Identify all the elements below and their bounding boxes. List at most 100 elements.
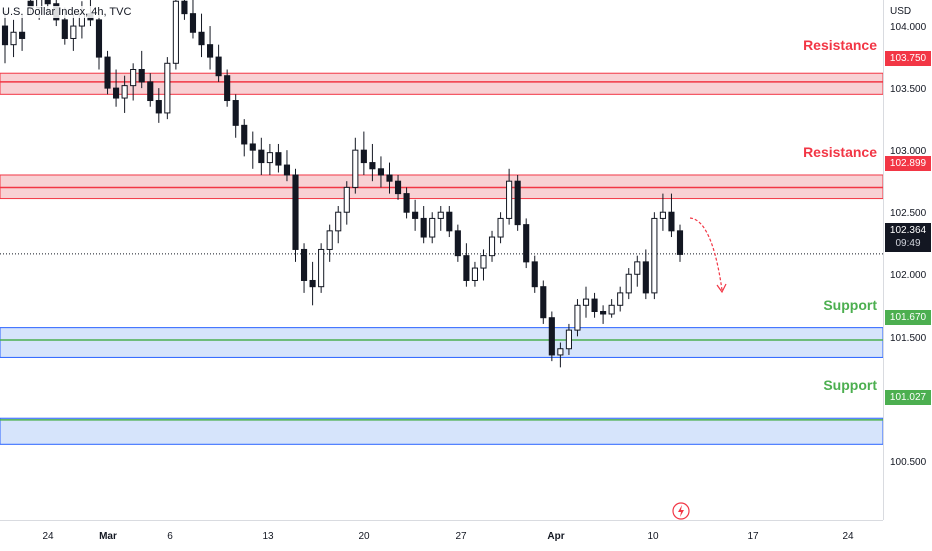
candle-body: [249, 143, 256, 151]
candle-body: [608, 304, 615, 315]
current-price-tag: 102.364 09:49: [885, 223, 931, 252]
candle-body: [172, 0, 179, 64]
price-tick: 102.500: [890, 208, 927, 219]
candle-body: [600, 311, 607, 315]
candle-body: [70, 25, 77, 39]
current-price-value: 102.364: [889, 225, 927, 236]
candle-body: [548, 317, 555, 356]
candle-body: [309, 279, 316, 288]
candle-body: [557, 348, 564, 356]
candle-body: [360, 149, 367, 164]
candle-body: [488, 236, 496, 257]
candle-body: [565, 329, 572, 350]
candle-body: [497, 217, 504, 238]
candle-body: [377, 168, 385, 176]
candle-body: [189, 13, 197, 33]
candle-body: [591, 298, 598, 313]
candle-body: [215, 56, 222, 77]
candle-body: [10, 31, 17, 46]
candle-body: [446, 211, 453, 232]
candle-body: [335, 211, 342, 232]
support-price-tag-lower: 101.027: [885, 390, 931, 405]
candle-body: [266, 152, 273, 164]
candle-body: [1, 25, 9, 46]
time-tick: Mar: [99, 531, 117, 542]
projection-arrowhead: [716, 283, 727, 294]
candle-body: [386, 174, 393, 182]
candle-body: [275, 152, 282, 166]
resistance-zone: [0, 72, 883, 95]
candle-body: [412, 211, 419, 219]
candle-body: [394, 180, 402, 195]
price-tick: 103.000: [890, 146, 927, 157]
candle-body: [437, 211, 444, 219]
time-tick: 27: [455, 531, 467, 542]
price-tick: 100.500: [890, 457, 927, 468]
candle-body: [531, 261, 538, 288]
candlestick-chart[interactable]: [0, 0, 883, 520]
time-tick: 24: [842, 531, 854, 542]
price-axis[interactable]: USD 104.000 103.500 103.000 102.500 102.…: [883, 0, 932, 520]
candle-body: [258, 149, 265, 164]
candle-body: [369, 162, 376, 170]
candle-body: [668, 211, 675, 232]
candle-body: [420, 217, 427, 238]
candle-body: [514, 180, 521, 226]
candle-body: [198, 31, 205, 46]
time-tick: Apr: [547, 531, 565, 542]
candle-body: [480, 255, 487, 269]
candle-body: [625, 273, 632, 294]
candle-body: [463, 255, 470, 281]
symbol-title[interactable]: U.S. Dollar Index, 4h, TVC: [0, 6, 134, 18]
candle-body: [676, 230, 684, 255]
candle-body: [292, 174, 299, 250]
candle-body: [454, 230, 461, 257]
price-tick: 102.000: [890, 270, 927, 281]
candle-body: [232, 100, 239, 126]
candle-body: [659, 211, 666, 219]
candle-body: [138, 68, 145, 83]
chart-area[interactable]: U.S. Dollar Index, 4h, TVC Resistance Re…: [0, 0, 883, 520]
candle-body: [164, 62, 171, 114]
candle-body: [241, 124, 248, 145]
resistance-price-tag-upper: 103.750: [885, 51, 931, 66]
candle-body: [95, 19, 103, 58]
candle-body: [181, 0, 188, 15]
candle-body: [147, 81, 154, 102]
candle-body: [113, 87, 120, 99]
price-tick: 101.500: [890, 333, 927, 344]
candle-body: [523, 224, 530, 263]
candle-body: [121, 85, 128, 99]
support-label-upper: Support: [823, 297, 877, 313]
resistance-price-tag-lower: 102.899: [885, 156, 931, 171]
price-tick: 104.000: [890, 22, 927, 33]
candle-body: [326, 230, 333, 250]
candle-body: [155, 100, 162, 114]
candle-body: [403, 193, 410, 213]
candle-body: [207, 44, 214, 58]
candle-body: [352, 149, 359, 188]
time-axis[interactable]: 24 Mar 6 13 20 27 Apr 10 17 24: [0, 520, 883, 551]
candle-body: [61, 19, 68, 39]
replay-lightning-icon[interactable]: [672, 502, 690, 520]
candle-body: [224, 75, 231, 102]
support-zone: [0, 327, 883, 358]
time-tick: 6: [167, 531, 173, 542]
resistance-label-lower: Resistance: [803, 144, 877, 160]
resistance-label-upper: Resistance: [803, 37, 877, 53]
candle-body: [582, 298, 590, 306]
candle-body: [471, 267, 478, 281]
candle-body: [617, 292, 624, 306]
bar-countdown: 09:49: [895, 238, 921, 249]
time-tick: 13: [262, 531, 274, 542]
support-label-lower: Support: [823, 377, 877, 393]
time-tick: 17: [747, 531, 759, 542]
candle-body: [130, 68, 137, 87]
time-tick: 10: [647, 531, 659, 542]
price-tick: 103.500: [890, 84, 927, 95]
currency-label: USD: [890, 6, 912, 17]
candle-body: [283, 164, 291, 176]
time-tick: 20: [358, 531, 370, 542]
candle-body: [642, 261, 649, 294]
candle-body: [44, 0, 51, 5]
